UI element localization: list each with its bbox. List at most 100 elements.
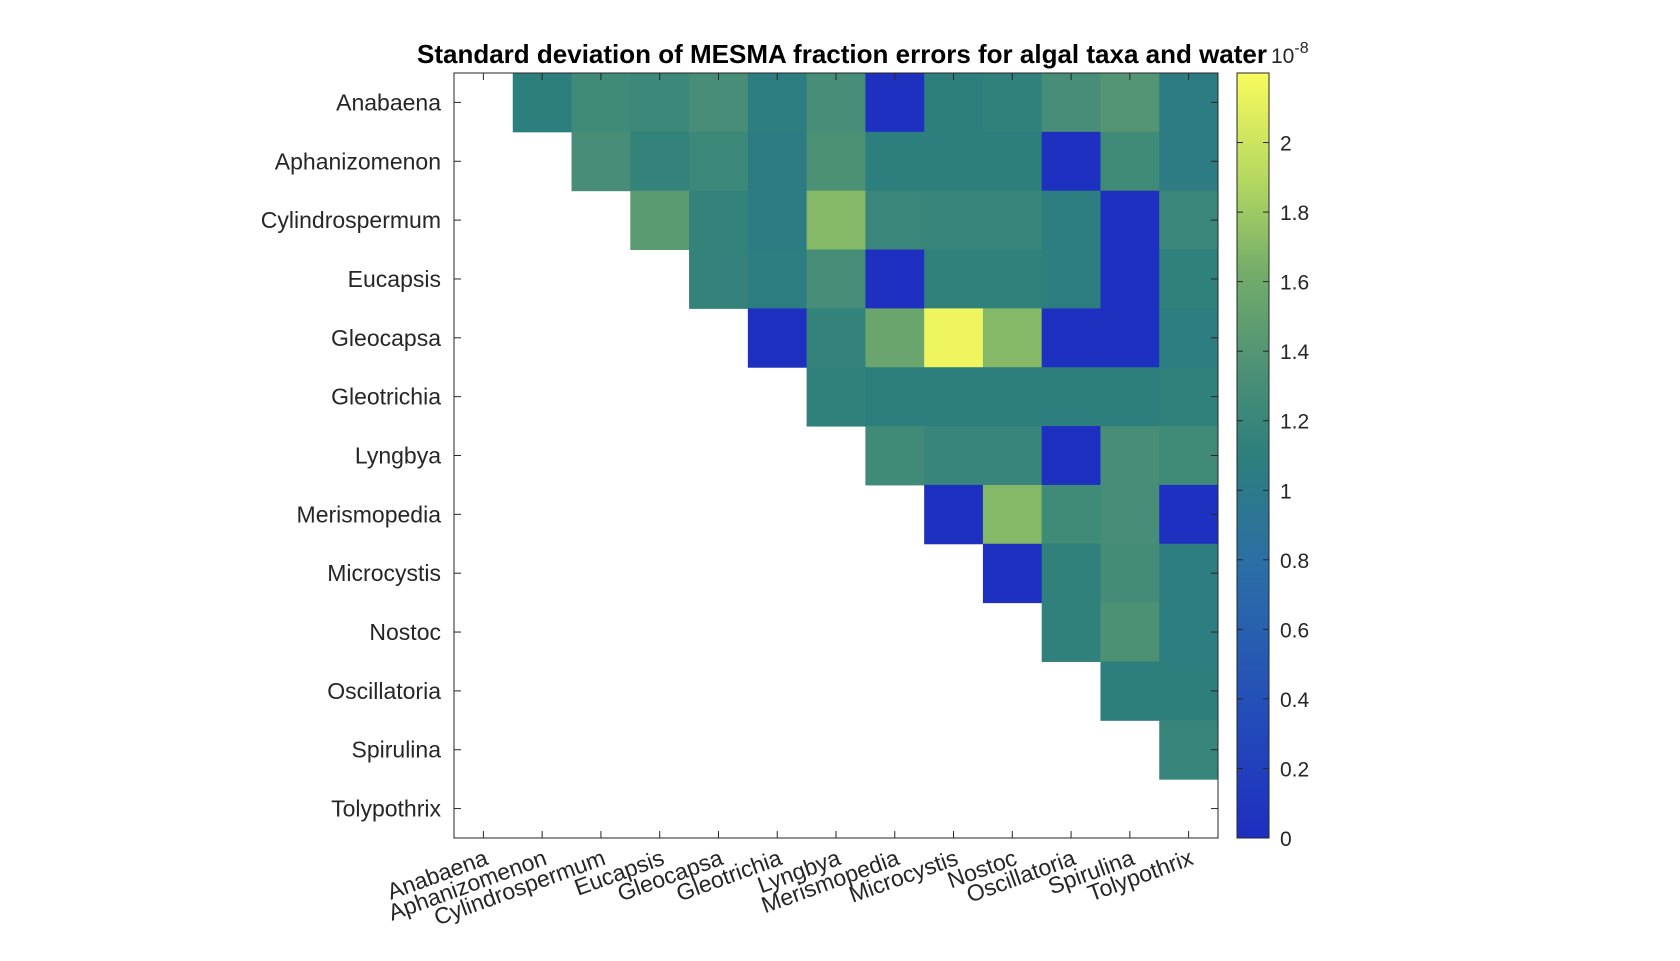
colorbar-tick-label: 0 [1280, 828, 1292, 851]
heatmap-cell [924, 131, 984, 192]
heatmap-cell [1041, 73, 1101, 133]
heatmap-cell [982, 249, 1043, 309]
colorbar-tick-label: 1.2 [1280, 411, 1309, 434]
x-tick-label: Microcystis [845, 844, 961, 907]
heatmap-cell [982, 73, 1043, 133]
chart-title: Standard deviation of MESMA fraction err… [417, 39, 1267, 69]
heatmap-cell [982, 426, 1043, 486]
heatmap-cell [1159, 484, 1219, 545]
heatmap-cell [747, 73, 808, 133]
heatmap-cell [865, 249, 925, 309]
y-tick-label: Tolypothrix [331, 796, 441, 822]
heatmap-cell [865, 426, 925, 486]
y-tick-label: Nostoc [369, 619, 441, 645]
y-tick-label: Merismopedia [297, 501, 442, 527]
heatmap-cell [982, 543, 1043, 604]
y-tick-label: Eucapsis [348, 266, 441, 292]
heatmap-cell [630, 73, 690, 133]
y-tick-label: Anabaena [336, 89, 441, 115]
heatmap-cell [1041, 484, 1101, 545]
y-tick-label: Spirulina [352, 737, 442, 763]
heatmap-cell [1100, 190, 1160, 251]
heatmap-cell [1100, 73, 1160, 133]
heatmap-cell [630, 131, 690, 192]
y-tick-label: Gleotrichia [331, 384, 441, 410]
heatmap-cell [982, 190, 1043, 251]
heatmap-cell [1159, 543, 1219, 604]
heatmap-cell [1159, 367, 1219, 427]
heatmap-cell [689, 190, 749, 251]
heatmap-cell [924, 484, 984, 545]
heatmap-cell [1100, 249, 1160, 309]
heatmap-cell [806, 131, 866, 192]
heatmap-cell [747, 249, 808, 309]
heatmap-cell [689, 249, 749, 309]
heatmap-cell [1100, 426, 1160, 486]
heatmap-cell [924, 426, 984, 486]
heatmap-cell [982, 367, 1043, 427]
heatmap-cell [924, 73, 984, 133]
heatmap-cell [1041, 602, 1101, 662]
heatmap-cell [924, 367, 984, 427]
heatmap-cell [806, 73, 866, 133]
heatmap-cell [865, 308, 925, 368]
heatmap-cell [1159, 190, 1219, 251]
heatmap-cell [571, 73, 631, 133]
heatmap-cell [1100, 484, 1160, 545]
heatmap-cell [924, 308, 984, 368]
colorbar-tick-label: 1.8 [1280, 202, 1309, 225]
heatmap-cell [747, 190, 808, 251]
heatmap-cell [689, 73, 749, 133]
heatmap-cell [1159, 131, 1219, 192]
y-axis: Anabaena Aphanizomenon Cylindrospermum Euca… [261, 89, 1218, 822]
colorbar-gradient [1236, 72, 1270, 839]
heatmap-cell [865, 367, 925, 427]
heatmap-cell [1100, 131, 1160, 192]
heatmap-cell [1041, 308, 1101, 368]
y-tick-label: Cylindrospermum [261, 207, 441, 233]
heatmap-cell [1100, 308, 1160, 368]
heatmap-cell [1159, 249, 1219, 309]
heatmap-cell [1159, 426, 1219, 486]
heatmap-cell [1041, 249, 1101, 309]
heatmap-cell [865, 131, 925, 192]
heatmap-cell [1041, 131, 1101, 192]
heatmap-cell [924, 190, 984, 251]
colorbar-exponent-base: 10 [1271, 45, 1294, 68]
colorbar-tick-label: 0.2 [1280, 758, 1309, 781]
colorbar: 0 0.2 0.4 0.6 0.8 1 1.2 1.4 1.6 1.8 2 10-8 [1236, 40, 1310, 851]
colorbar-tick-label: 0.6 [1280, 619, 1309, 642]
heatmap-cell [1159, 661, 1219, 721]
heatmap-cell [747, 131, 808, 192]
heatmap-cell [1159, 720, 1219, 780]
heatmap-cell [1100, 367, 1160, 427]
y-tick-label: Aphanizomenon [275, 148, 441, 174]
colorbar-tick-label: 1.4 [1280, 341, 1310, 364]
heatmap-cell [1041, 543, 1101, 604]
y-tick-label: Gleocapsa [331, 325, 441, 351]
heatmap-cell [1041, 367, 1101, 427]
heatmap-cell [1041, 426, 1101, 486]
colorbar-tick-label: 1 [1280, 480, 1292, 503]
colorbar-exponent: 10-8 [1271, 40, 1309, 68]
colorbar-tick-label: 0.8 [1280, 550, 1309, 573]
heatmap-cell [1100, 661, 1160, 721]
heatmap-cell [689, 131, 749, 192]
heatmap-cell [865, 73, 925, 133]
heatmap-cell [747, 308, 808, 368]
heatmap-cell [571, 131, 631, 192]
y-tick-label: Oscillatoria [327, 678, 441, 704]
colorbar-tick-label: 2 [1280, 133, 1292, 156]
colorbar-exponent-power: -8 [1294, 40, 1308, 57]
heatmap-cell [1159, 602, 1219, 662]
heatmap-cell [982, 131, 1043, 192]
y-tick-label: Lyngbya [355, 443, 441, 469]
heatmap-cell [806, 249, 866, 309]
heatmap-cell [865, 190, 925, 251]
y-tick-label: Microcystis [327, 560, 441, 586]
heatmap-cell [1041, 190, 1101, 251]
heatmap-cell [982, 484, 1043, 545]
heatmap-cell [806, 308, 866, 368]
